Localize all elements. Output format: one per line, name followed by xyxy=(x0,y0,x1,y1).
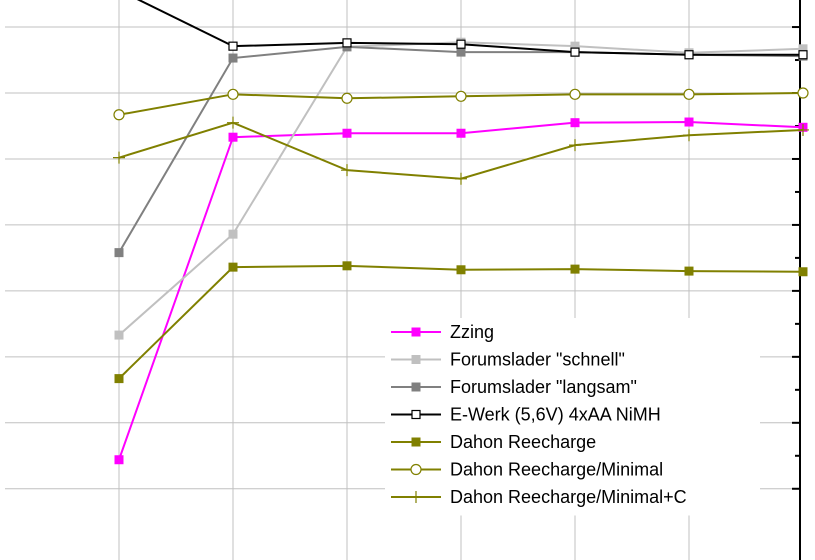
marker xyxy=(410,463,422,476)
marker xyxy=(113,109,125,121)
marker xyxy=(797,87,809,99)
marker xyxy=(114,374,124,384)
marker xyxy=(456,265,466,275)
marker xyxy=(411,355,421,364)
legend-label: E-Werk (5,6V) 4xAA NiMH xyxy=(450,404,661,424)
marker xyxy=(798,50,808,60)
marker xyxy=(227,116,239,129)
marker xyxy=(114,248,124,258)
legend-label: Forumslader "langsam" xyxy=(450,377,637,397)
marker xyxy=(227,88,239,100)
marker xyxy=(342,128,352,138)
marker xyxy=(228,53,238,63)
marker xyxy=(410,491,422,503)
marker xyxy=(455,90,467,102)
marker xyxy=(570,41,580,51)
marker xyxy=(113,151,125,164)
marker xyxy=(341,164,353,177)
legend-label: Dahon Reecharge xyxy=(450,432,596,452)
marker xyxy=(228,262,238,272)
marker xyxy=(798,44,808,54)
marker xyxy=(411,437,421,447)
marker xyxy=(456,47,466,57)
legend-label: Dahon Reecharge/Minimal+C xyxy=(450,487,687,507)
legend-label: Zzing xyxy=(450,322,494,342)
marker xyxy=(228,229,238,239)
marker xyxy=(684,117,694,127)
marker xyxy=(683,88,695,100)
marker xyxy=(797,123,809,136)
marker xyxy=(456,39,466,49)
marker xyxy=(114,330,124,340)
marker xyxy=(570,47,580,57)
marker xyxy=(342,38,352,48)
marker xyxy=(456,128,466,138)
marker xyxy=(411,327,421,337)
marker xyxy=(114,455,124,465)
marker xyxy=(683,129,695,142)
marker xyxy=(228,132,238,142)
marker xyxy=(570,118,580,128)
marker xyxy=(570,264,580,274)
marker xyxy=(411,409,421,420)
legend-box xyxy=(385,318,760,516)
marker xyxy=(411,382,421,392)
marker xyxy=(684,266,694,276)
legend-label: Forumslader "schnell" xyxy=(450,349,625,369)
marker xyxy=(341,92,353,104)
marker xyxy=(455,172,467,185)
marker xyxy=(342,261,352,271)
marker xyxy=(228,41,238,51)
marker xyxy=(684,50,694,60)
legend-label: Dahon Reecharge/Minimal xyxy=(450,459,663,479)
marker xyxy=(569,88,581,100)
marker xyxy=(569,139,581,152)
plot-area xyxy=(113,0,809,465)
marker xyxy=(798,267,808,277)
